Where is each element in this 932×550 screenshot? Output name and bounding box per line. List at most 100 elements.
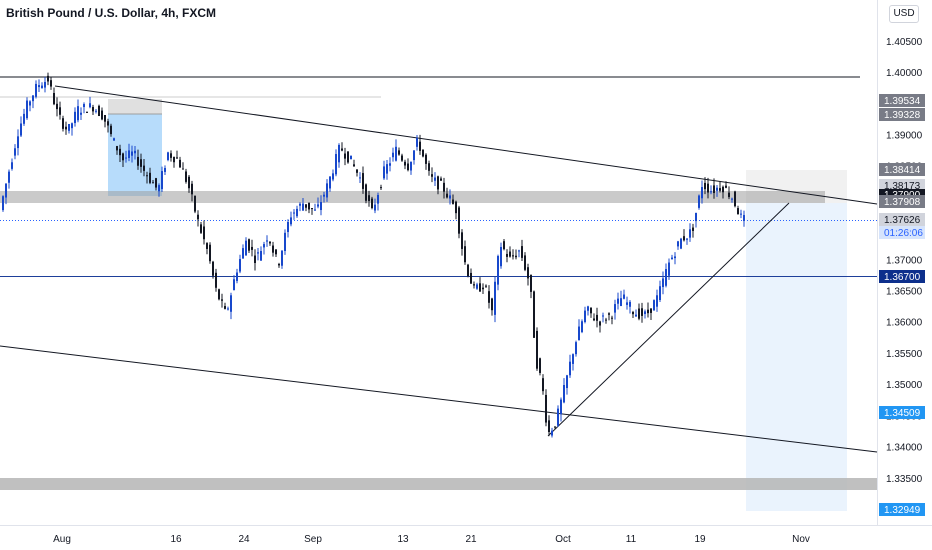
- candle-body: [710, 191, 712, 193]
- candle-body: [53, 93, 55, 105]
- badge-target-1-text: 1.34509: [884, 408, 921, 419]
- candle-body: [713, 185, 715, 194]
- time-tick-label: 11: [626, 534, 637, 545]
- candle-body: [95, 110, 97, 112]
- candle-body: [323, 194, 325, 197]
- candle-body: [653, 300, 655, 311]
- candle-body: [392, 152, 394, 158]
- candle-body: [665, 269, 667, 286]
- candle-body: [614, 304, 616, 313]
- channel-upper-trendline[interactable]: [54, 85, 878, 205]
- candle-body: [149, 172, 151, 183]
- candle-body: [197, 214, 199, 220]
- candle-body: [47, 75, 49, 82]
- candle-body: [671, 257, 673, 260]
- time-tick-label: Nov: [792, 534, 810, 545]
- candle-body: [272, 245, 274, 253]
- candle-body: [212, 261, 214, 276]
- candle-body: [635, 314, 637, 317]
- candle-body: [473, 284, 475, 286]
- candle-body: [185, 171, 187, 182]
- candle-body: [455, 201, 457, 214]
- candle-body: [317, 204, 319, 207]
- candle-body: [287, 221, 289, 233]
- candlestick-series[interactable]: [2, 72, 745, 438]
- candle-body: [479, 283, 481, 292]
- candle-body: [86, 111, 88, 113]
- candle-body: [137, 156, 139, 166]
- candle-body: [326, 183, 328, 198]
- candle-body: [413, 150, 415, 161]
- candle-body: [356, 169, 358, 173]
- candle-body: [683, 236, 685, 241]
- candle-body: [704, 182, 706, 190]
- candle-body: [389, 163, 391, 166]
- candle-body: [407, 163, 409, 171]
- candle-body: [314, 209, 316, 211]
- candle-body: [743, 215, 745, 222]
- candle-body: [689, 229, 691, 238]
- candle-body: [590, 307, 592, 314]
- candle-body: [329, 176, 331, 189]
- candle-body: [716, 187, 718, 191]
- candle-body: [512, 255, 514, 257]
- candle-body: [104, 115, 106, 122]
- candle-body: [377, 194, 379, 204]
- candle-body: [428, 163, 430, 171]
- candle-body: [245, 240, 247, 256]
- candle-body: [386, 164, 388, 174]
- candle-body: [530, 274, 532, 292]
- candle-body: [344, 153, 346, 159]
- candle-body: [122, 153, 124, 161]
- candle-body: [548, 420, 550, 433]
- candle-body: [692, 227, 694, 231]
- candle-body: [311, 208, 313, 210]
- candle-body: [449, 195, 451, 199]
- currency-button[interactable]: USD: [889, 5, 919, 23]
- drawings-back: [0, 76, 878, 511]
- candle-body: [44, 81, 46, 88]
- resistance-zone-band[interactable]: [0, 191, 825, 203]
- candle-body: [503, 241, 505, 250]
- symbol-title[interactable]: British Pound / U.S. Dollar, 4h, FXCM: [6, 6, 217, 20]
- candle-body: [617, 298, 619, 304]
- candle-body: [566, 375, 568, 389]
- candle-body: [695, 212, 697, 222]
- badge-level-2: 1.37908: [879, 195, 925, 208]
- price-badges: 1.39534 1.39328 1.38414 1.38173 1.37900 …: [879, 94, 925, 516]
- candle-body: [302, 203, 304, 211]
- time-scale[interactable]: Aug 16 24 Sep 13 21 Oct 11 19 Nov: [53, 534, 810, 545]
- candle-body: [536, 330, 538, 369]
- candle-body: [71, 123, 73, 129]
- candle-body: [80, 112, 82, 115]
- candle-body: [296, 208, 298, 217]
- candle-body: [575, 342, 577, 355]
- candle-body: [224, 306, 226, 309]
- badge-target-1: 1.34509: [879, 406, 925, 419]
- candle-body: [674, 256, 676, 259]
- candle-body: [728, 192, 730, 198]
- candle-body: [341, 148, 343, 151]
- candle-body: [584, 310, 586, 322]
- candle-body: [221, 299, 223, 301]
- candle-body: [74, 111, 76, 124]
- candle-body: [203, 226, 205, 240]
- badge-current-price: 1.37626: [879, 213, 925, 226]
- candle-body: [50, 80, 52, 87]
- support-zone-band[interactable]: [0, 478, 877, 490]
- candle-body: [209, 244, 211, 262]
- target-zone-box[interactable]: [746, 203, 847, 511]
- candle-body: [623, 294, 625, 299]
- channel-lower-trendline[interactable]: [0, 345, 878, 453]
- candle-body: [458, 207, 460, 234]
- resistance-box[interactable]: [108, 99, 162, 114]
- candle-body: [23, 113, 25, 124]
- candle-body: [332, 173, 334, 180]
- candle-body: [497, 256, 499, 285]
- ascending-trendline[interactable]: [547, 202, 790, 437]
- candle-body: [251, 246, 253, 250]
- candle-body: [587, 306, 589, 311]
- candle-body: [350, 155, 352, 160]
- candle-body: [605, 319, 607, 321]
